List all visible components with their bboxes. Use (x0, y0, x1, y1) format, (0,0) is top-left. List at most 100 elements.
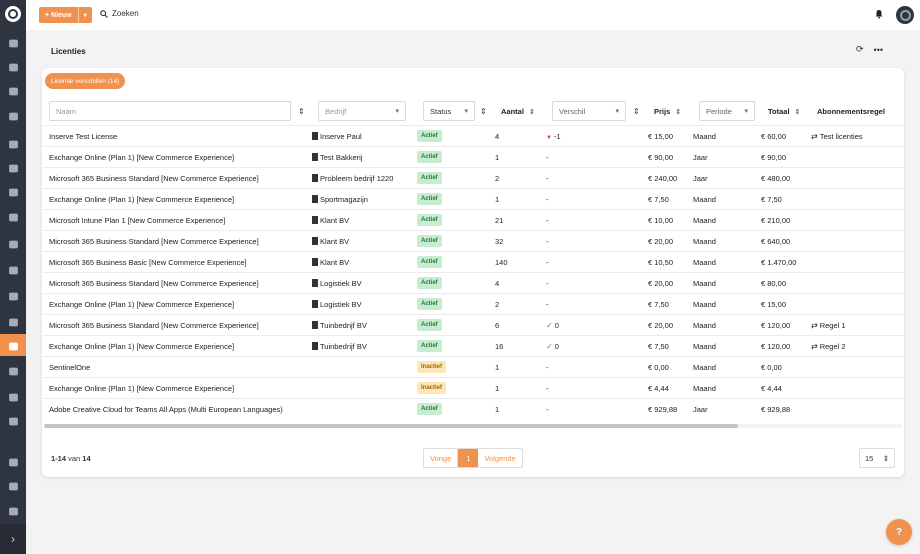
cell-subscription-rule (811, 293, 904, 315)
search-button[interactable]: Zoeken (100, 9, 139, 18)
subscription-rule-link[interactable]: Test licenties (819, 131, 863, 141)
history-icon[interactable] (7, 480, 19, 492)
table-row[interactable]: Microsoft 365 Business Standard [New Com… (42, 314, 904, 336)
table-row[interactable]: Adobe Creative Cloud for Teams All Apps … (42, 398, 904, 420)
status-badge: Actief (417, 277, 442, 289)
column-total[interactable]: Totaal ⇕ (768, 107, 800, 116)
app-logo[interactable] (5, 6, 21, 22)
sync-icon[interactable] (7, 316, 19, 328)
cell-company: Probleem bedrijf 1220 (312, 167, 417, 189)
horizontal-scrollbar[interactable] (44, 424, 902, 428)
person-icon[interactable] (7, 415, 19, 427)
cell-subscription-rule (811, 230, 904, 252)
company-name: Logistiek BV (320, 299, 362, 309)
next-page-button[interactable]: Volgende (484, 453, 516, 463)
cell-status: Actief (417, 272, 495, 294)
per-page-value: 15 (865, 453, 874, 463)
bell-icon[interactable] (874, 9, 884, 19)
cell-name: Microsoft 365 Business Standard [New Com… (42, 314, 312, 336)
license-differences-badge[interactable]: Licentie verschillen (14) (45, 73, 126, 89)
difference-filter-label: Verschil (559, 106, 586, 116)
column-amount[interactable]: Aantal ⇕ (501, 107, 535, 116)
table-row[interactable]: Exchange Online (Plan 1) [New Commerce E… (42, 188, 904, 210)
chart-icon[interactable] (7, 391, 19, 403)
page-title: Licenties (51, 47, 86, 56)
more-icon[interactable]: ••• (873, 44, 883, 55)
cell-period: Maand (693, 335, 761, 357)
dashboard-icon[interactable] (7, 37, 19, 49)
cell-period: Jaar (693, 167, 761, 189)
difference-value: - (546, 278, 549, 288)
cell-company: Sportmagazijn (312, 188, 417, 210)
table-row[interactable]: Microsoft Intune Plan 1 [New Commerce Ex… (42, 209, 904, 231)
table-row[interactable]: Microsoft 365 Business Standard [New Com… (42, 230, 904, 252)
building-icon[interactable] (7, 186, 19, 198)
table-row[interactable]: Exchange Online (Plan 1) [New Commerce E… (42, 335, 904, 357)
table-row[interactable]: Inserve Test License Inserve Paul Actief 4 ▼… (42, 125, 904, 147)
previous-page-button[interactable]: Vorige (424, 449, 459, 467)
list-icon[interactable] (7, 238, 19, 250)
page-button-current[interactable]: 1 (458, 449, 479, 467)
euro-icon[interactable] (7, 365, 19, 377)
cell-company: Tuinbedrijf BV (312, 335, 417, 357)
column-amount-label: Aantal (501, 107, 524, 116)
building-icon (312, 152, 318, 161)
moon-icon[interactable] (7, 456, 19, 468)
cell-status: Actief (417, 146, 495, 168)
table-row[interactable]: Microsoft 365 Business Basic [New Commer… (42, 251, 904, 273)
cell-name: Exchange Online (Plan 1) [New Commerce E… (42, 377, 312, 399)
cell-difference: - (546, 188, 648, 210)
refresh-icon[interactable]: ⟳ (856, 44, 864, 54)
table-row[interactable]: Microsoft 365 Business Standard [New Com… (42, 272, 904, 294)
name-filter-input[interactable]: Naam (49, 101, 291, 121)
check-icon: ✓ (546, 320, 553, 330)
avatar[interactable] (896, 6, 914, 24)
document-icon[interactable] (7, 264, 19, 276)
cell-status: Actief (417, 293, 495, 315)
cell-company (312, 398, 417, 420)
table-row[interactable]: Exchange Online (Plan 1) [New Commerce E… (42, 146, 904, 168)
building-icon (312, 215, 318, 224)
new-button[interactable]: + Nieuw ▾ (39, 7, 92, 23)
cell-subscription-rule (811, 272, 904, 294)
cell-subscription-rule: ⇄ Regel 2 (811, 335, 904, 357)
tasks-icon[interactable] (7, 110, 19, 122)
difference-filter-select[interactable]: Verschil ▾ (552, 101, 626, 121)
sort-icon[interactable]: ⇕ (633, 107, 640, 116)
users-icon[interactable] (7, 162, 19, 174)
sort-icon[interactable]: ⇕ (298, 107, 305, 116)
column-price[interactable]: Prijs ⇕ (654, 107, 681, 116)
cell-difference: - (546, 251, 648, 273)
sort-icon[interactable]: ⇕ (480, 107, 487, 116)
scrollbar-thumb[interactable] (44, 424, 738, 428)
chevron-down-icon[interactable]: ▾ (77, 7, 92, 23)
clock-icon[interactable] (7, 290, 19, 302)
cell-subscription-rule (811, 398, 904, 420)
briefcase-icon[interactable] (7, 85, 19, 97)
help-button[interactable]: ? (886, 519, 912, 545)
period-filter-select[interactable]: Periode ▾ (699, 101, 755, 121)
per-page-select[interactable]: 15 ⇕ (859, 448, 895, 468)
status-filter-select[interactable]: Status ▾ (423, 101, 475, 121)
network-icon[interactable] (7, 211, 19, 223)
chat-icon[interactable] (7, 61, 19, 73)
sidebar-expand-button[interactable]: › (0, 524, 26, 554)
building-icon (312, 299, 318, 308)
cell-amount: 16 (495, 335, 546, 357)
company-filter-select[interactable]: Bedrijf ▾ (318, 101, 406, 121)
table-row[interactable]: Microsoft 365 Business Standard [New Com… (42, 167, 904, 189)
table-row[interactable]: Exchange Online (Plan 1) [New Commerce E… (42, 293, 904, 315)
cell-price: € 90,00 (648, 146, 693, 168)
subscription-rule-link[interactable]: Regel 2 (819, 341, 846, 351)
cell-amount: 2 (495, 293, 546, 315)
cell-period: Maand (693, 377, 761, 399)
calendar-icon[interactable] (7, 138, 19, 150)
table-row[interactable]: SentinelOne Inactief 1- € 0,00 Maand € 0,00 (42, 356, 904, 378)
difference-value: -1 (553, 131, 561, 141)
cell-name: Microsoft 365 Business Basic [New Commer… (42, 251, 312, 273)
cloud-icon[interactable] (7, 340, 19, 352)
cell-status: Actief (417, 209, 495, 231)
table-row[interactable]: Exchange Online (Plan 1) [New Commerce E… (42, 377, 904, 399)
lightbulb-icon[interactable] (7, 505, 19, 517)
subscription-rule-link[interactable]: Regel 1 (819, 320, 846, 330)
